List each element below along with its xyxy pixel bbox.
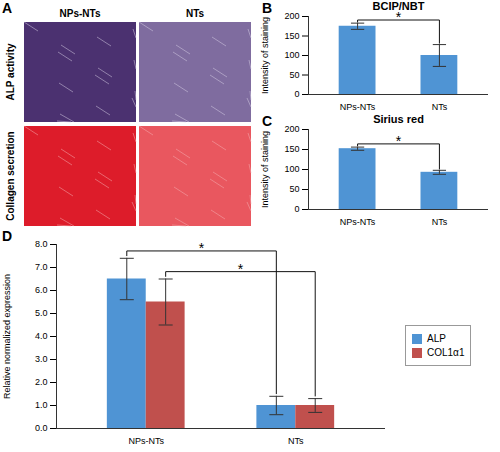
svg-text:Intensity of staining: Intensity of staining <box>260 17 270 94</box>
svg-text:200: 200 <box>284 124 299 134</box>
svg-text:NTs: NTs <box>288 436 304 446</box>
svg-text:Collagen secretion: Collagen secretion <box>5 131 16 220</box>
svg-text:*: * <box>199 240 205 256</box>
svg-text:6.0: 6.0 <box>35 285 48 295</box>
svg-text:NPs-NTs: NPs-NTs <box>128 436 164 446</box>
svg-text:50: 50 <box>289 184 299 194</box>
svg-text:100: 100 <box>284 164 299 174</box>
svg-text:NPs-NTs: NPs-NTs <box>340 102 376 112</box>
svg-text:2.0: 2.0 <box>35 377 48 387</box>
svg-text:NTs: NTs <box>432 102 448 112</box>
html-text:D: D <box>2 228 13 244</box>
svg-text:8.0: 8.0 <box>35 239 48 249</box>
html-text:ALP: ALP <box>427 333 446 344</box>
svg-text:Intensity of staining: Intensity of staining <box>260 131 270 208</box>
svg-text:NTs: NTs <box>186 8 205 19</box>
svg-text:*: * <box>396 133 402 149</box>
html-text:A: A <box>2 0 13 16</box>
svg-text:150: 150 <box>284 31 299 41</box>
svg-text:200: 200 <box>284 11 299 21</box>
svg-text:5.0: 5.0 <box>35 308 48 318</box>
svg-text:0: 0 <box>294 89 299 99</box>
html-text:COL1α1: COL1α1 <box>427 347 465 358</box>
svg-text:100: 100 <box>284 50 299 60</box>
svg-text:ALP activity: ALP activity <box>5 43 16 100</box>
svg-text:7.0: 7.0 <box>35 262 48 272</box>
svg-text:1.0: 1.0 <box>35 400 48 410</box>
html-text:C: C <box>262 113 273 129</box>
svg-text:Relative normalized expression: Relative normalized expression <box>2 274 12 399</box>
svg-text:NTs: NTs <box>432 217 448 227</box>
svg-text:0: 0 <box>294 204 299 214</box>
svg-text:NPs-NTs: NPs-NTs <box>60 8 101 19</box>
svg-text:NPs-NTs: NPs-NTs <box>340 217 376 227</box>
svg-text:*: * <box>238 261 244 277</box>
html-text:B: B <box>262 0 273 16</box>
svg-text:BCIP/NBT: BCIP/NBT <box>373 0 425 12</box>
svg-text:50: 50 <box>289 70 299 80</box>
svg-text:150: 150 <box>284 144 299 154</box>
svg-text:4.0: 4.0 <box>35 331 48 341</box>
svg-text:0.0: 0.0 <box>35 423 48 433</box>
svg-text:3.0: 3.0 <box>35 354 48 364</box>
svg-text:Sirius red: Sirius red <box>373 113 424 125</box>
